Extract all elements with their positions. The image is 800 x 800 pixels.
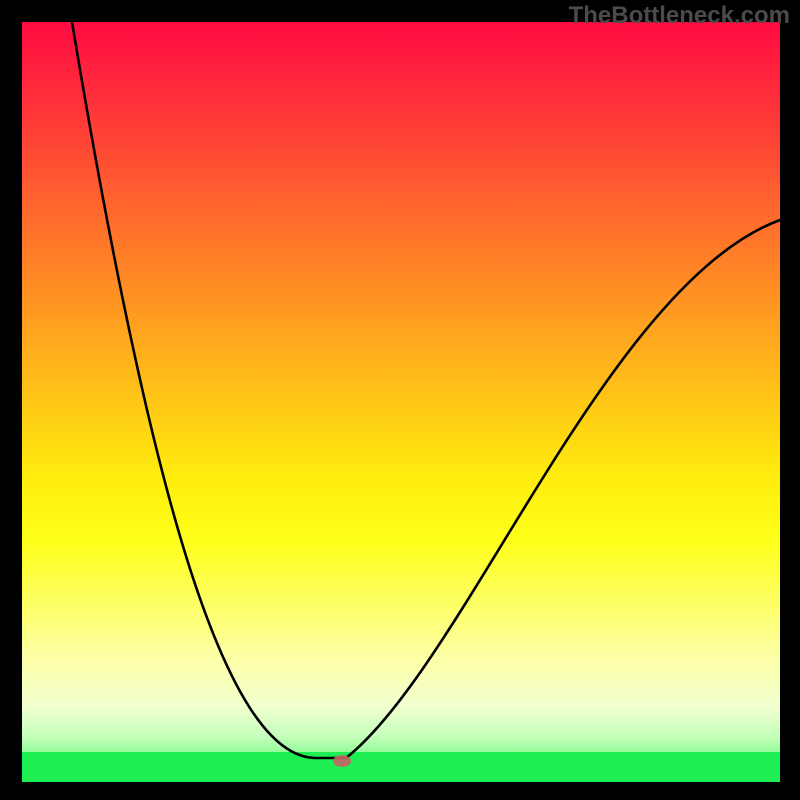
watermark-text: TheBottleneck.com: [569, 2, 790, 30]
chart-container: TheBottleneck.com: [0, 0, 800, 800]
bottleneck-chart: [0, 0, 800, 800]
gradient-plot-area: [22, 22, 780, 782]
green-bottom-bar: [22, 752, 780, 782]
optimum-marker: [333, 755, 351, 767]
